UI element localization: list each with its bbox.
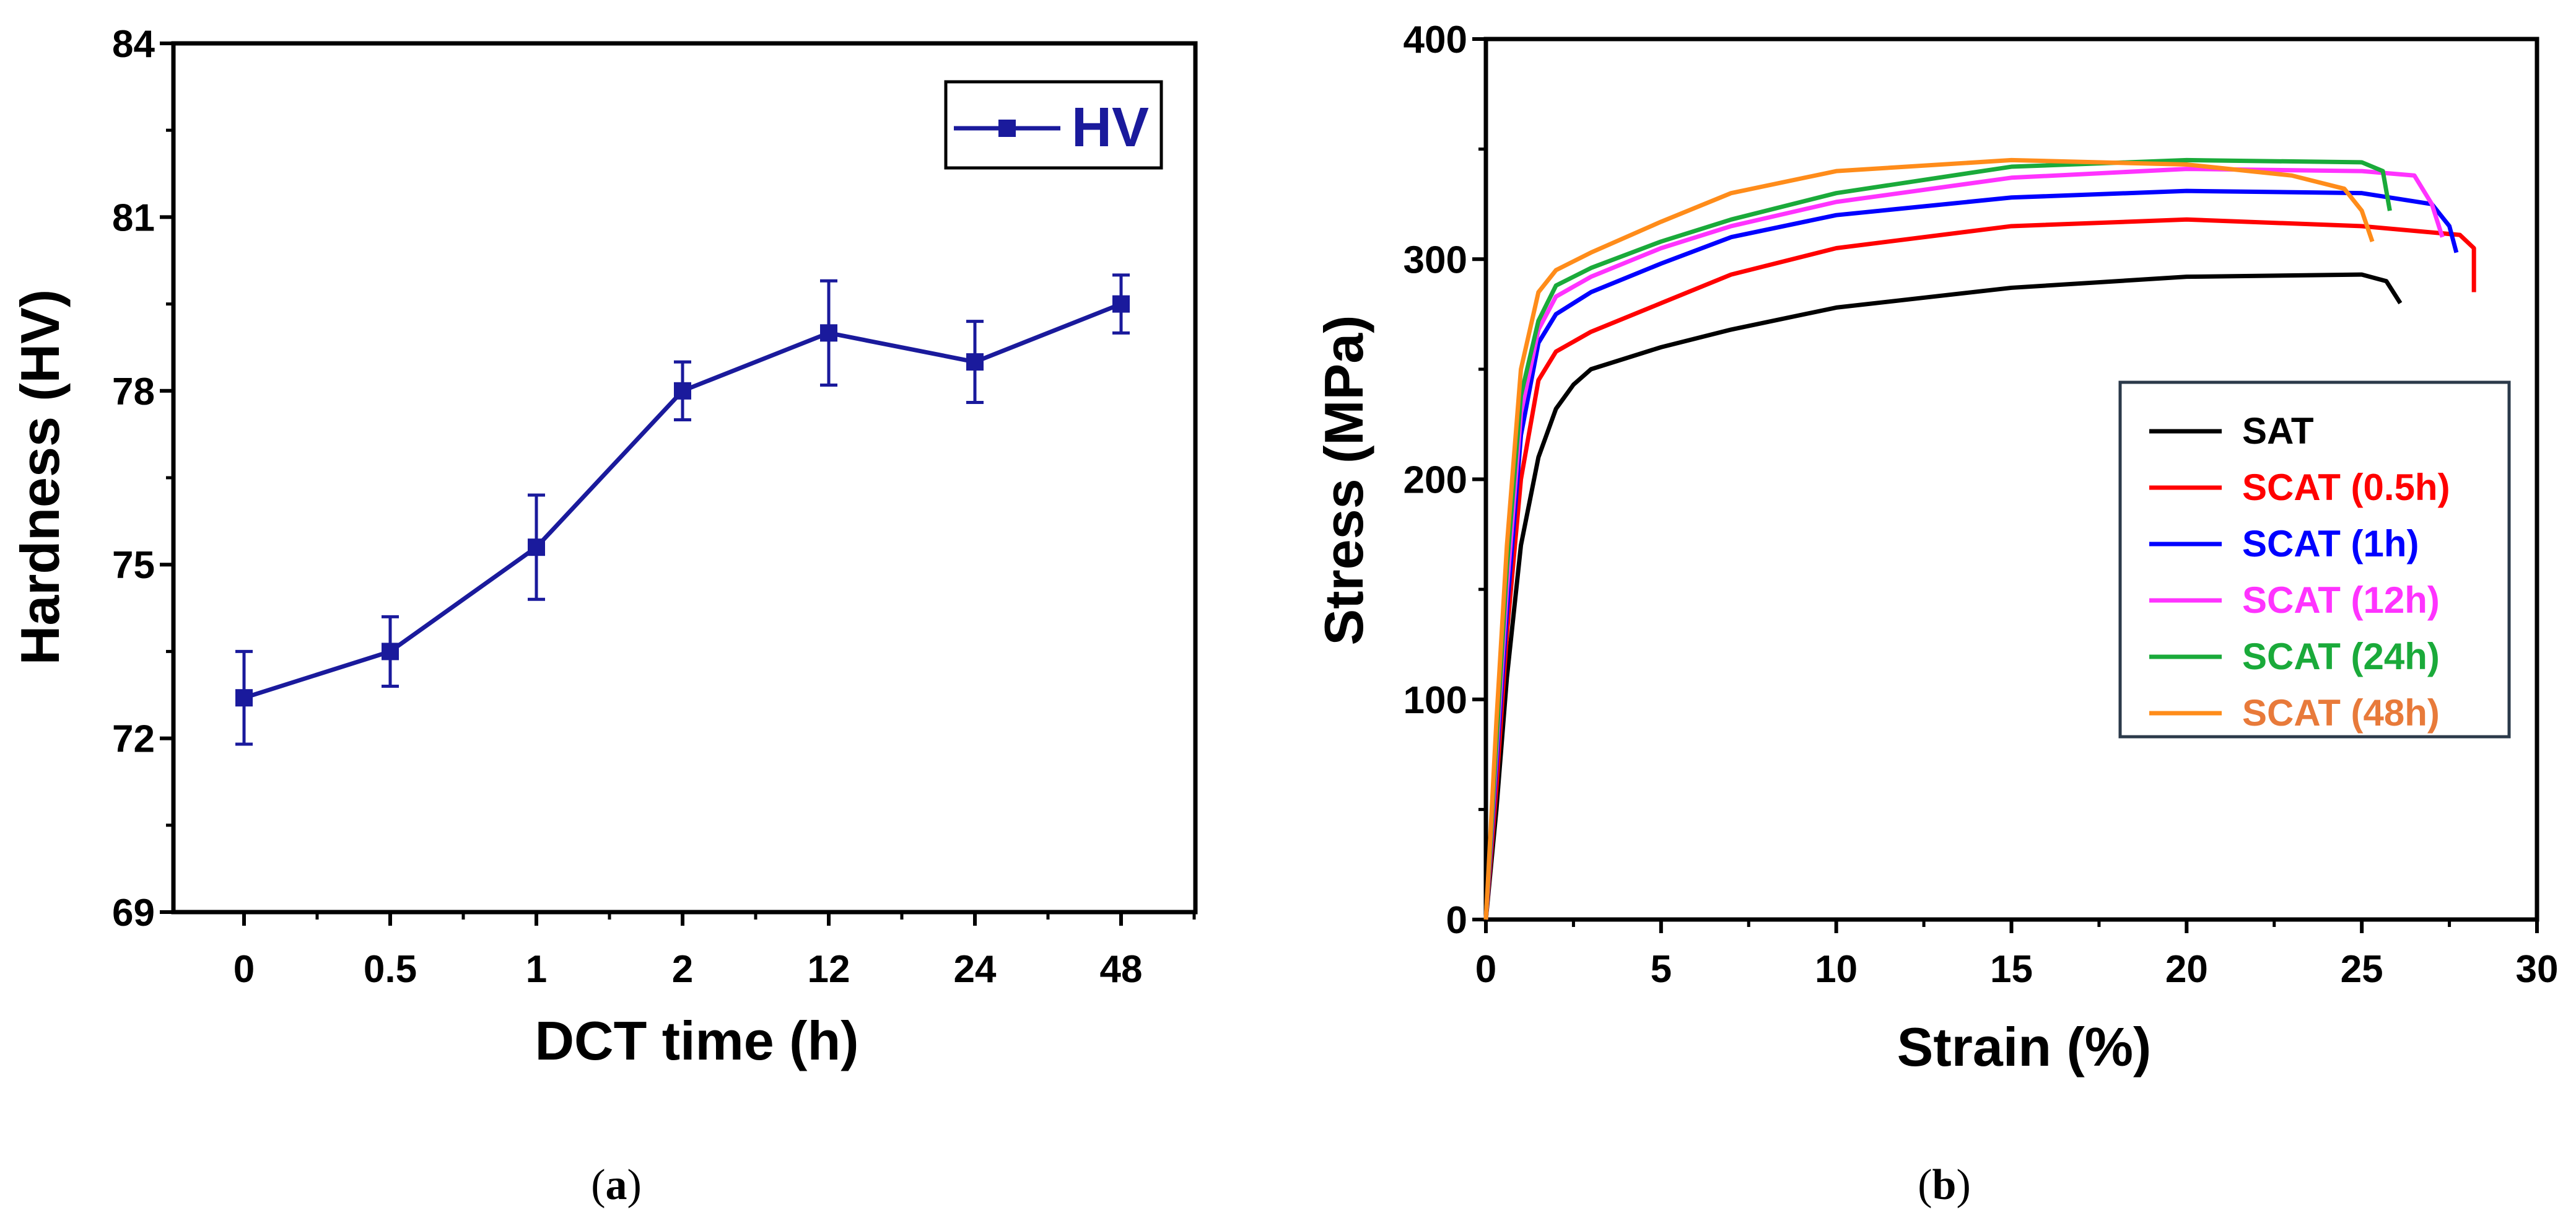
legend-label: SCAT (1h) (2242, 523, 2419, 564)
legend: HV (944, 80, 1163, 170)
panel-label-a: (a) (591, 1161, 642, 1209)
x-tick-label: 24 (954, 948, 997, 991)
data-point (674, 382, 691, 400)
y-axis-title: Hardness (HV) (9, 289, 71, 665)
plot-frame (171, 41, 1198, 915)
panel-label-a-letter: a (606, 1161, 627, 1209)
y-tick-label: 400 (1404, 19, 1467, 61)
legend-label: HV (1072, 97, 1149, 159)
y-tick-label: 69 (112, 892, 155, 934)
x-tick-label: 10 (1815, 948, 1858, 991)
y-tick-label: 84 (112, 23, 155, 66)
y-tick-label: 200 (1404, 459, 1467, 502)
x-tick-label: 15 (1990, 948, 2033, 991)
x-tick-label: 2 (672, 948, 693, 991)
x-tick-label: 1 (526, 948, 547, 991)
y-tick-label: 81 (112, 196, 155, 239)
legend-label: SCAT (48h) (2242, 692, 2440, 734)
legend-label: SCAT (24h) (2242, 636, 2440, 677)
legend-label: SCAT (0.5h) (2242, 467, 2450, 508)
legend-label: SAT (2242, 410, 2314, 452)
y-tick-label: 72 (112, 718, 155, 761)
legend-box (2118, 380, 2511, 739)
legend-label: SCAT (12h) (2242, 579, 2440, 621)
y-axis-title: Stress (MPa) (1313, 315, 1374, 645)
x-axis-title: DCT time (h) (535, 1010, 858, 1071)
x-tick-label: 20 (2165, 948, 2208, 991)
y-tick-label: 78 (112, 371, 155, 413)
x-tick-label: 0 (234, 948, 255, 991)
x-tick-label: 12 (808, 948, 850, 991)
data-point (820, 324, 837, 342)
y-tick-label: 300 (1404, 239, 1467, 281)
panel-label-b-letter: b (1932, 1161, 1957, 1209)
x-tick-label: 0.5 (364, 948, 417, 991)
legend: SAT SCAT (0.5h) SCAT (1h) SCAT (12h) SCAT (2… (2118, 380, 2511, 739)
y-tick-label: 0 (1446, 899, 1467, 942)
data-point (966, 353, 984, 371)
y-tick-label: 75 (112, 544, 155, 587)
legend-box (944, 80, 1163, 170)
panel-label-b: (b) (1918, 1161, 1971, 1209)
x-tick-label: 30 (2516, 948, 2559, 991)
curve-scat-48h (1483, 157, 2375, 920)
data-point (528, 538, 545, 556)
x-axis-title: Strain (%) (1897, 1016, 2152, 1078)
curve-sat (1483, 272, 2403, 920)
data-point (1112, 295, 1130, 313)
data-point (235, 689, 253, 707)
x-tick-label: 0 (1475, 948, 1496, 991)
curve-scat-0-5h (1483, 217, 2476, 920)
x-tick-label: 48 (1100, 948, 1143, 991)
stress-strain-chart: 0 100 200 300 400 0 5 10 15 20 25 30 SAT SCAT (0.5h)… (1313, 19, 2558, 1209)
legend-marker (998, 120, 1016, 137)
x-tick-label: 5 (1651, 948, 1672, 991)
x-tick-label: 25 (2341, 948, 2383, 991)
data-point (382, 643, 399, 661)
y-tick-label: 100 (1404, 679, 1467, 722)
